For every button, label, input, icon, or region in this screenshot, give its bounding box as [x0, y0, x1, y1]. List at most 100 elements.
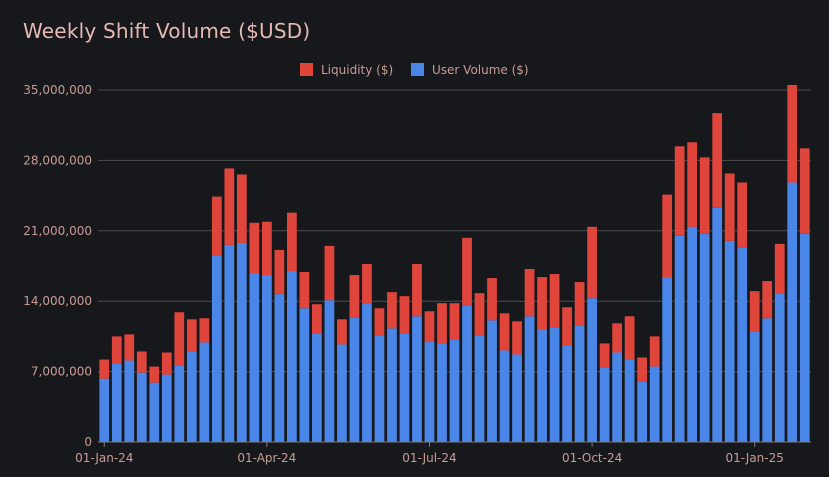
bar-liquidity: [399, 296, 410, 334]
bar-liquidity: [724, 173, 735, 241]
bar-liquidity: [737, 182, 748, 248]
bar-liquidity: [612, 323, 622, 353]
bar-liquidity: [261, 221, 272, 276]
x-axis-ticks: 01-Jan-24 01-Apr-24 01-Jul-24 01-Oct-24 01-J…: [75, 442, 784, 465]
bar-liquidity: [799, 148, 810, 234]
bar-user-volume: [99, 378, 110, 442]
bar-user-volume: [149, 382, 160, 442]
bar-user-volume: [799, 233, 810, 442]
bar-liquidity: [499, 313, 510, 351]
bar-user-volume: [537, 329, 547, 442]
bar-user-volume: [324, 300, 335, 442]
bar-liquidity: [449, 303, 460, 340]
bar-liquidity: [199, 318, 210, 343]
bar-liquidity: [562, 307, 572, 346]
bar-user-volume: [287, 271, 297, 442]
bar-liquidity: [699, 157, 710, 234]
bar-liquidity: [512, 321, 522, 355]
bar-liquidity: [574, 282, 585, 326]
bar-user-volume: [449, 339, 460, 442]
legend-swatch-liquidity: [300, 63, 313, 76]
bar-liquidity: [437, 303, 447, 344]
bar-liquidity: [749, 291, 760, 332]
bar-user-volume: [724, 240, 735, 442]
y-tick-label: 14,000,000: [23, 294, 92, 308]
bar-liquidity: [287, 212, 297, 272]
bar-user-volume: [674, 235, 685, 442]
bar-liquidity: [111, 336, 122, 364]
bar-liquidity: [161, 352, 172, 375]
y-axis-ticks: 0 7,000,000 14,000,000 21,000,000 28,000,000…: [23, 83, 92, 449]
bar-user-volume: [474, 335, 485, 442]
legend-label-user-volume: User Volume ($): [432, 63, 529, 77]
bar-user-volume: [787, 182, 798, 443]
bar-liquidity: [299, 272, 310, 309]
bar-liquidity: [387, 292, 397, 329]
bar-user-volume: [337, 344, 347, 442]
bar-liquidity: [587, 226, 597, 299]
bar-user-volume: [186, 351, 197, 442]
bar-user-volume: [649, 366, 660, 442]
bar-user-volume: [662, 277, 673, 442]
legend-label-liquidity: Liquidity ($): [321, 63, 393, 77]
bar-user-volume: [387, 328, 397, 442]
bar-liquidity: [224, 168, 235, 245]
bar-user-volume: [437, 343, 447, 442]
bar-user-volume: [236, 242, 247, 442]
bar-liquidity: [599, 343, 610, 368]
bar-user-volume: [224, 244, 235, 442]
bar-user-volume: [424, 341, 435, 442]
y-tick-label: 0: [84, 435, 92, 449]
bar-user-volume: [624, 359, 635, 442]
bar-liquidity: [274, 249, 285, 295]
bar-user-volume: [612, 352, 622, 442]
bar-user-volume: [587, 298, 597, 442]
bar-user-volume: [211, 255, 222, 442]
bar-liquidity: [487, 278, 497, 321]
y-tick-label: 21,000,000: [23, 224, 92, 238]
bar-liquidity: [537, 277, 547, 330]
bar-user-volume: [124, 360, 135, 442]
legend-swatch-user-volume: [411, 63, 424, 76]
bar-liquidity: [374, 308, 385, 336]
bar-liquidity: [186, 319, 197, 352]
bar-liquidity: [637, 357, 648, 382]
bar-user-volume: [111, 363, 122, 442]
bar-user-volume: [362, 303, 372, 442]
bar-user-volume: [549, 327, 560, 442]
bar-user-volume: [249, 273, 260, 442]
bar-liquidity: [674, 146, 685, 236]
bar-user-volume: [574, 325, 585, 442]
bar-user-volume: [174, 365, 185, 442]
bar-user-volume: [199, 342, 210, 442]
bar-liquidity: [474, 293, 485, 336]
x-tick-label: 01-Oct-24: [562, 451, 622, 465]
bar-liquidity: [324, 245, 335, 301]
bar-liquidity: [124, 334, 135, 361]
bar-liquidity: [662, 194, 673, 278]
bar-liquidity: [424, 311, 435, 342]
bar-liquidity: [412, 263, 422, 317]
bar-liquidity: [349, 275, 360, 318]
chart-title: Weekly Shift Volume ($USD): [23, 19, 311, 43]
y-tick-label: 28,000,000: [23, 153, 92, 167]
legend: Liquidity ($) User Volume ($): [300, 63, 529, 77]
bar-liquidity: [249, 222, 260, 274]
bar-user-volume: [412, 316, 422, 442]
bar-liquidity: [337, 319, 347, 345]
bar-liquidity: [787, 84, 798, 183]
bar-liquidity: [774, 243, 785, 294]
bar-user-volume: [462, 305, 472, 442]
bar-user-volume: [699, 233, 710, 442]
bar-user-volume: [687, 226, 698, 442]
y-tick-label: 35,000,000: [23, 83, 92, 97]
bar-liquidity: [136, 351, 147, 373]
bar-liquidity: [174, 312, 185, 366]
x-tick-label: 01-Jan-25: [726, 451, 784, 465]
bar-liquidity: [149, 366, 160, 383]
bar-liquidity: [362, 263, 372, 304]
bar-user-volume: [161, 374, 172, 442]
bar-liquidity: [687, 142, 698, 227]
